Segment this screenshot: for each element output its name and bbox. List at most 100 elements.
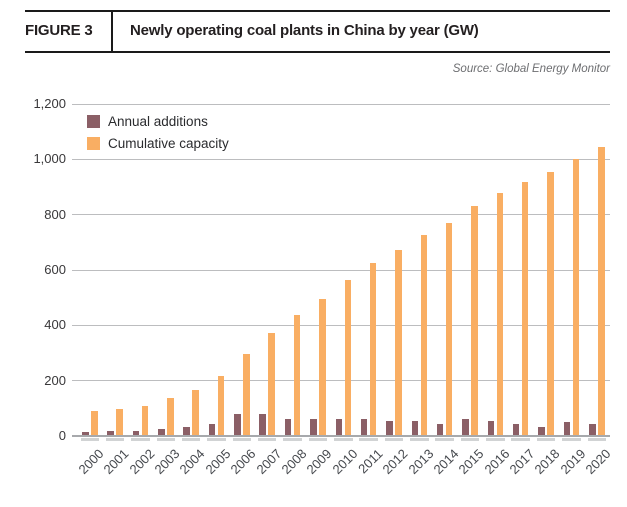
x-tick-label: 2013 (405, 446, 437, 478)
bar-shadow (105, 437, 125, 441)
bar-shadow (562, 437, 581, 441)
bar-shadow (536, 437, 556, 441)
cumulative-capacity-bar-2009 (319, 298, 326, 436)
annual-additions-bar-2005 (208, 424, 216, 436)
x-tick-label: 2005 (202, 446, 234, 478)
cumulative-capacity-bar-2016 (496, 192, 504, 436)
annual-additions-bar-2003 (158, 428, 165, 436)
gridline-1000 (72, 158, 610, 160)
annual-additions-bar-2000 (82, 431, 89, 436)
legend: Annual additions Cumulative capacity (87, 110, 229, 154)
cumulative-capacity-bar-2008 (293, 314, 301, 436)
cumulative-capacity-bar-2002 (141, 406, 149, 436)
y-tick-label: 200 (44, 372, 66, 388)
bar-shadow (334, 437, 353, 441)
cumulative-capacity-bar-2020 (598, 147, 605, 436)
x-tick-label: 2003 (151, 446, 183, 478)
annual-additions-bar-2011 (360, 418, 368, 436)
bar-shadow (460, 437, 480, 441)
annual-additions-bar-2007 (259, 413, 266, 436)
x-tick-label: 2019 (557, 446, 589, 478)
bar-shadow (283, 437, 302, 441)
annual-additions-bar-2001 (107, 431, 114, 436)
x-tick-label: 2010 (329, 446, 361, 478)
gridline-200 (72, 380, 610, 382)
bar-shadow (359, 437, 378, 441)
bar-shadow (410, 437, 429, 441)
annual-additions-bar-2015 (462, 418, 469, 436)
cumulative-capacity-bar-2004 (192, 389, 199, 436)
annual-additions-bar-2019 (563, 422, 571, 436)
bar-shadow (257, 437, 277, 441)
cumulative-capacity-bar-2001 (116, 408, 123, 436)
y-tick-label: 0 (58, 428, 66, 443)
x-tick-label: 2014 (430, 446, 462, 478)
bar-shadow (80, 437, 99, 441)
annual-additions-swatch (87, 114, 100, 128)
annual-additions-bar-2002 (132, 430, 140, 436)
x-tick-label: 2000 (75, 446, 107, 478)
cumulative-capacity-bar-2000 (91, 411, 98, 436)
x-tick-label: 2007 (253, 446, 285, 478)
bar-shadow (486, 437, 505, 441)
bar-shadow (181, 437, 201, 441)
x-tick-label: 2011 (355, 446, 386, 477)
cumulative-capacity-bar-2011 (369, 263, 377, 436)
x-tick-label: 2012 (379, 446, 411, 478)
cumulative-capacity-bar-2005 (217, 376, 225, 436)
cumulative-capacity-bar-2013 (420, 234, 428, 436)
annual-additions-bar-2017 (512, 423, 520, 436)
legend-label-annual: Annual additions (108, 113, 208, 129)
annual-additions-bar-2016 (487, 421, 495, 436)
x-tick-label: 2009 (303, 446, 335, 478)
annual-additions-bar-2008 (284, 418, 292, 436)
y-tick-label: 800 (44, 206, 66, 222)
gridline-400 (72, 324, 610, 326)
y-tick-label: 1,200 (33, 96, 66, 111)
y-tick-label: 1,000 (33, 151, 66, 167)
gridline-800 (72, 214, 610, 216)
cumulative-capacity-bar-2006 (243, 353, 250, 436)
legend-item-cumulative: Cumulative capacity (87, 132, 229, 154)
x-tick-label: 2008 (278, 446, 310, 478)
x-tick-label: 2002 (126, 446, 158, 478)
annual-additions-bar-2013 (411, 421, 419, 436)
figure-title: Newly operating coal plants in China by … (130, 22, 479, 39)
cumulative-capacity-bar-2017 (521, 182, 529, 436)
x-tick-label: 2006 (227, 446, 259, 478)
x-tick-label: 2018 (531, 446, 563, 478)
cumulative-capacity-swatch (87, 136, 100, 150)
bar-shadow (131, 437, 150, 441)
y-tick-label: 600 (44, 262, 66, 277)
header-divider (111, 12, 113, 51)
bar-shadow (232, 437, 252, 441)
bar-shadow (587, 437, 606, 441)
header-top-rule (25, 10, 610, 12)
annual-additions-bar-2004 (183, 426, 190, 436)
cumulative-capacity-bar-2010 (344, 280, 351, 436)
gridline-1200 (72, 103, 610, 105)
bar-shadow (435, 437, 454, 441)
x-tick-label: 2004 (176, 446, 209, 478)
gridline-600 (72, 269, 610, 271)
bar-shadow (308, 437, 328, 441)
annual-additions-bar-2009 (310, 419, 317, 436)
bar-shadow (156, 437, 176, 441)
legend-label-cumulative: Cumulative capacity (108, 135, 229, 151)
cumulative-capacity-bar-2018 (547, 171, 554, 436)
cumulative-capacity-bar-2019 (572, 158, 580, 436)
annual-additions-bar-2020 (589, 423, 596, 436)
legend-item-annual: Annual additions (87, 110, 229, 132)
annual-additions-bar-2018 (538, 426, 545, 436)
y-tick-label: 400 (44, 317, 66, 333)
source-credit: Source: Global Energy Monitor (452, 63, 610, 75)
annual-additions-bar-2012 (386, 421, 393, 436)
bar-shadow (384, 437, 404, 441)
x-axis-line (72, 435, 610, 437)
cumulative-capacity-bar-2003 (167, 397, 174, 436)
cumulative-capacity-bar-2015 (471, 205, 478, 436)
x-tick-label: 2020 (582, 446, 614, 478)
annual-additions-bar-2010 (335, 418, 342, 436)
